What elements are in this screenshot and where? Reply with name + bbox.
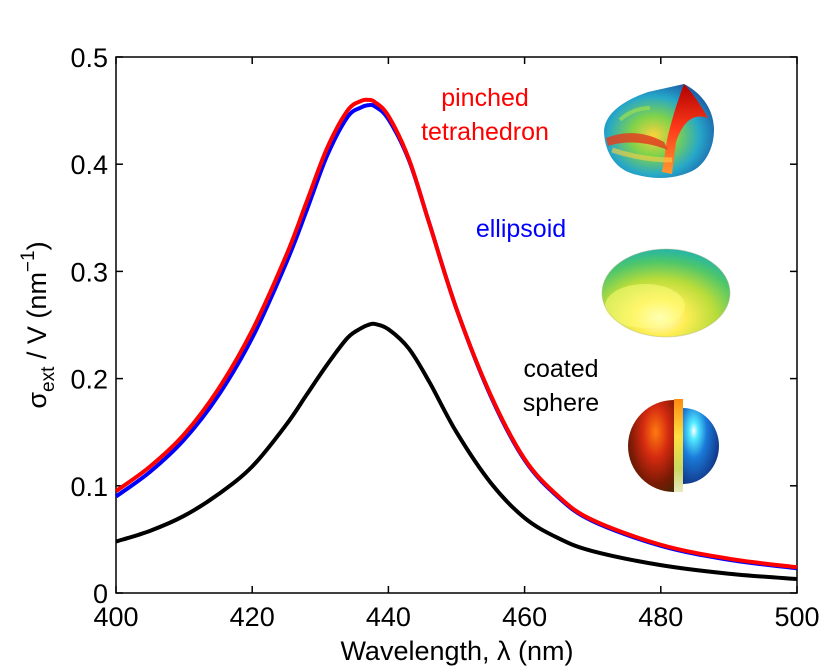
pinched-tetrahedron-shape [604,84,714,178]
x-tick-label: 480 [638,602,683,632]
axis-tick-labels: 400 420 440 460 480 500 0 0.1 0.2 0.3 0.4 0.5 [70,43,819,632]
x-axis-title: Wavelength, λ (nm) [340,636,573,666]
coated-sphere-shape [628,399,719,492]
plot-area-frame [115,56,798,594]
y-axis-subscript: ext [38,366,59,392]
series-line-coated-sphere [115,321,798,582]
svg-text:σext / V (nm−1): σext / V (nm−1) [18,241,59,408]
series-layer [114,97,798,582]
annotation-ellipsoid: ellipsoid [476,215,566,243]
y-tick-label: 0.4 [70,150,108,180]
series-line-pinched-tetrahedron [114,97,798,570]
y-tick-label: 0.1 [70,472,108,502]
x-tick-label: 460 [502,602,547,632]
series-line-ellipsoid [114,102,798,571]
annotation-coated-line1: coated [523,355,598,383]
y-tick-label: 0.3 [70,257,108,287]
y-axis-middle: / V (nm [22,272,52,367]
y-axis-end: ) [22,241,52,250]
y-axis-superscript: −1 [18,250,39,272]
y-axis-sigma: σ [22,392,52,409]
x-tick-label: 440 [366,602,411,632]
x-tick-label: 500 [774,602,819,632]
annotation-coated-line2: sphere [523,389,599,417]
y-axis-title: σext / V (nm−1) [18,241,59,408]
axis-ticks [115,56,798,594]
annotation-tetrahedron-line2: tetrahedron [421,118,549,146]
y-tick-label: 0.5 [70,43,108,73]
y-tick-label: 0 [93,579,108,609]
y-tick-label: 0.2 [70,365,108,395]
x-tick-label: 400 [93,602,138,632]
annotation-tetrahedron-line1: pinched [441,84,529,112]
ellipsoid-shape [601,248,731,338]
x-tick-label: 420 [230,602,275,632]
